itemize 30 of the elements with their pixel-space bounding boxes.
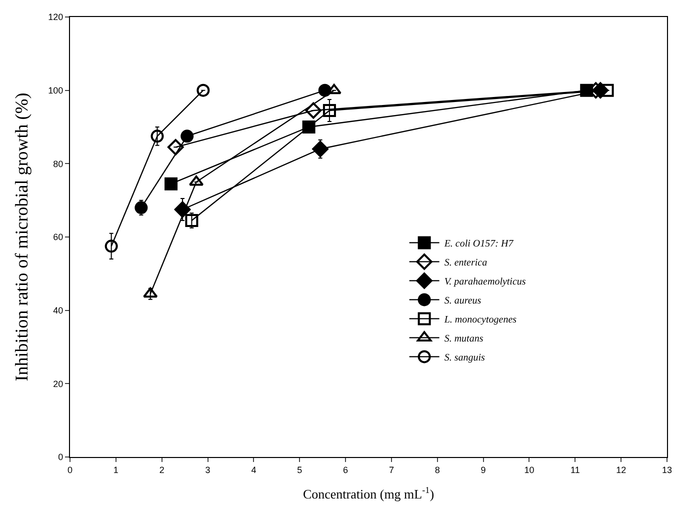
- x-tick-label: 9: [480, 464, 486, 475]
- x-tick-label: 0: [67, 464, 73, 475]
- legend-label: S. sanguis: [444, 352, 485, 364]
- x-tick-label: 6: [343, 464, 348, 475]
- x-tick-label: 2: [159, 464, 164, 475]
- x-tick-label: 7: [388, 464, 394, 475]
- y-axis-title: Inhibition ratio of microbial growth (%): [11, 92, 32, 382]
- y-tick-label: 100: [48, 85, 64, 96]
- x-tick-label: 3: [205, 464, 210, 475]
- x-tick-label: 5: [297, 464, 302, 475]
- x-axis-title: Concentration (mg mL$^{-1}$): [302, 484, 434, 502]
- legend-label: S. mutans: [444, 334, 484, 345]
- x-tick-label: 8: [434, 464, 440, 475]
- y-tick-label: 40: [53, 305, 64, 316]
- x-tick-label: 12: [616, 464, 626, 475]
- legend-label: L. monocytogenes: [443, 314, 517, 326]
- y-tick-label: 0: [58, 452, 64, 462]
- x-tick-label: 11: [570, 464, 580, 475]
- x-tick-label: 4: [251, 464, 256, 475]
- legend-label: V. parahaemolyticus: [444, 276, 526, 288]
- y-tick-label: 80: [53, 158, 64, 169]
- x-tick-label: 13: [662, 464, 672, 475]
- legend-label: E. coli O157: H7: [443, 238, 514, 250]
- x-tick-label: 10: [524, 464, 534, 475]
- y-tick-label: 60: [53, 232, 64, 242]
- y-tick-label: 120: [48, 12, 64, 22]
- legend-label: S. aureus: [444, 296, 482, 307]
- legend-label: S. enterica: [444, 258, 488, 269]
- y-tick-label: 20: [53, 378, 64, 389]
- x-tick-label: 1: [113, 464, 118, 475]
